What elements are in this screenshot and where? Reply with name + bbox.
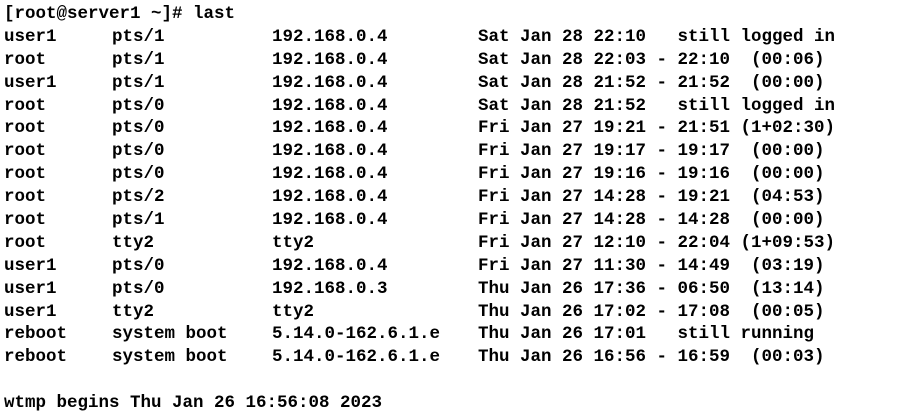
row-time: Fri Jan 27 14:28 - 19:21 (04:53) [478,187,825,208]
login-row: root pts/0 192.168.0.4 Fri Jan 27 19:21 … [4,117,902,140]
row-user: root [4,118,47,139]
row-user: reboot [4,324,68,345]
login-row: root pts/2 192.168.0.4 Fri Jan 27 14:28 … [4,186,902,209]
login-row: reboot system boot 5.14.0-162.6.1.e Thu … [4,323,902,346]
row-tty: pts/0 [112,118,165,139]
row-time: Sat Jan 28 21:52 - 21:52 (00:00) [478,72,825,93]
row-host: 192.168.0.4 [272,49,388,70]
login-row: root pts/0 192.168.0.4 Fri Jan 27 19:16 … [4,163,902,186]
row-tty: pts/1 [112,49,165,70]
row-host: 192.168.0.4 [272,187,388,208]
row-tty: pts/1 [112,210,165,231]
row-time: Thu Jan 26 16:56 - 16:59 (00:03) [478,347,825,368]
row-host: tty2 [272,232,315,253]
login-row: user1 tty2 tty2 Thu Jan 26 17:02 - 17:08… [4,301,902,324]
login-row: reboot system boot 5.14.0-162.6.1.e Thu … [4,346,902,369]
row-time: Thu Jan 26 17:02 - 17:08 (00:05) [478,301,825,322]
row-time: Fri Jan 27 19:21 - 21:51 (1+02:30) [478,118,836,139]
shell-prompt: [root@server1 ~]# [4,4,183,24]
wtmp-footer: wtmp begins Thu Jan 26 16:56:08 2023 [4,393,383,414]
row-tty: pts/1 [112,26,165,47]
login-row: user1 pts/1 192.168.0.4 Sat Jan 28 22:10… [4,26,902,49]
row-tty: system boot [112,347,228,368]
row-tty: pts/0 [112,164,165,185]
row-tty: pts/1 [112,72,165,93]
row-time: Sat Jan 28 21:52 still logged in [478,95,836,116]
row-time: Fri Jan 27 14:28 - 14:28 (00:00) [478,210,825,231]
login-row: root pts/1 192.168.0.4 Sat Jan 28 22:03 … [4,49,902,72]
row-host: 192.168.0.4 [272,26,388,47]
row-time: Fri Jan 27 12:10 - 22:04 (1+09:53) [478,232,836,253]
login-row: user1 pts/0 192.168.0.4 Fri Jan 27 11:30… [4,255,902,278]
row-time: Fri Jan 27 19:17 - 19:17 (00:00) [478,141,825,162]
row-user: root [4,210,47,231]
row-user: user1 [4,26,57,47]
login-row: root pts/0 192.168.0.4 Fri Jan 27 19:17 … [4,140,902,163]
login-row: root pts/0 192.168.0.4 Sat Jan 28 21:52 … [4,95,902,118]
row-user: user1 [4,255,57,276]
row-tty: pts/0 [112,255,165,276]
row-tty: tty2 [112,301,155,322]
command-text: last [193,4,236,24]
row-host: 192.168.0.4 [272,141,388,162]
row-user: root [4,164,47,185]
row-time: Fri Jan 27 19:16 - 19:16 (00:00) [478,164,825,185]
row-time: Sat Jan 28 22:10 still logged in [478,26,836,47]
row-host: tty2 [272,301,315,322]
row-tty: pts/0 [112,95,165,116]
command-line: [root@server1 ~]# last [4,3,902,26]
login-row: root pts/1 192.168.0.4 Fri Jan 27 14:28 … [4,209,902,232]
row-user: user1 [4,72,57,93]
login-row: user1 pts/1 192.168.0.4 Sat Jan 28 21:52… [4,72,902,95]
row-tty: pts/0 [112,141,165,162]
row-host: 192.168.0.4 [272,210,388,231]
row-time: Fri Jan 27 11:30 - 14:49 (03:19) [478,255,825,276]
row-time: Thu Jan 26 17:01 still running [478,324,815,345]
row-time: Sat Jan 28 22:03 - 22:10 (00:06) [478,49,825,70]
row-user: root [4,232,47,253]
login-row: user1 pts/0 192.168.0.3 Thu Jan 26 17:36… [4,278,902,301]
row-user: root [4,49,47,70]
row-host: 5.14.0-162.6.1.e [272,324,441,345]
login-row: root tty2 tty2 Fri Jan 27 12:10 - 22:04 … [4,232,902,255]
row-host: 192.168.0.4 [272,95,388,116]
row-host: 192.168.0.3 [272,278,388,299]
row-tty: pts/2 [112,187,165,208]
row-user: root [4,187,47,208]
row-host: 192.168.0.4 [272,255,388,276]
row-host: 192.168.0.4 [272,164,388,185]
blank-line [4,369,902,392]
row-user: root [4,95,47,116]
row-tty: tty2 [112,232,155,253]
row-tty: pts/0 [112,278,165,299]
row-user: root [4,141,47,162]
row-user: user1 [4,278,57,299]
row-user: user1 [4,301,57,322]
row-time: Thu Jan 26 17:36 - 06:50 (13:14) [478,278,825,299]
row-host: 5.14.0-162.6.1.e [272,347,441,368]
row-host: 192.168.0.4 [272,72,388,93]
row-host: 192.168.0.4 [272,118,388,139]
row-tty: system boot [112,324,228,345]
row-user: reboot [4,347,68,368]
